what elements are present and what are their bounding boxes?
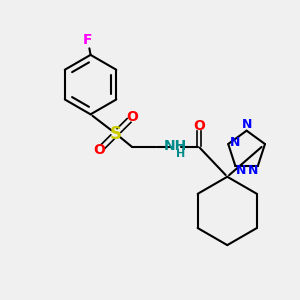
Text: N: N (242, 118, 252, 131)
Text: O: O (94, 143, 105, 157)
Text: H: H (176, 148, 185, 159)
Text: O: O (126, 110, 138, 124)
Text: S: S (110, 125, 122, 143)
Text: F: F (83, 34, 92, 47)
Text: NH: NH (164, 139, 187, 152)
Text: N: N (230, 136, 240, 149)
Text: N: N (248, 164, 258, 177)
Text: O: O (193, 119, 205, 133)
Text: N: N (236, 164, 246, 177)
